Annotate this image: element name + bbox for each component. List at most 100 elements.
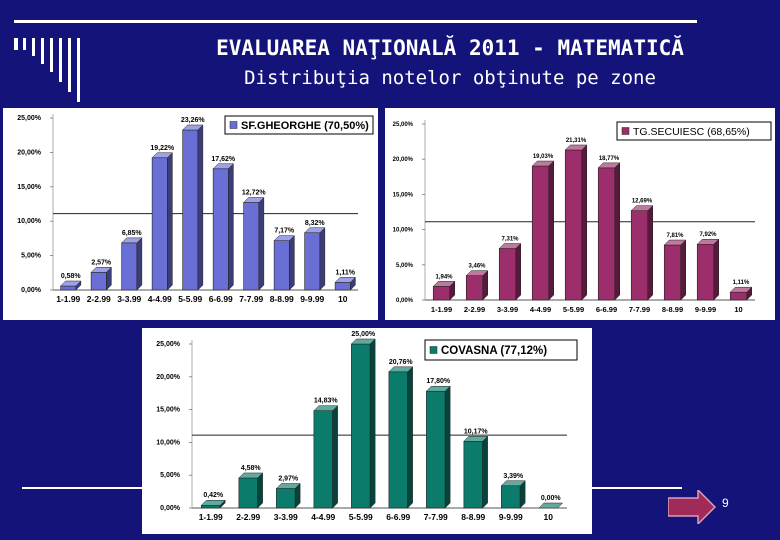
y-tick-label: 0,00% [21,287,42,294]
category-label: 1-1.99 [56,294,80,304]
data-label: 3,46% [468,264,486,270]
bar-front [663,244,682,301]
data-label: 25,00% [351,331,376,338]
data-label: 10,17% [464,428,489,435]
y-tick-label: 5,00% [396,263,414,269]
bar-front [243,202,260,291]
category-label: 10 [338,294,348,304]
category-label: 6-6.99 [209,294,233,304]
bar-front [182,129,199,291]
data-label: 7,92% [699,232,717,238]
bar-front [201,504,221,509]
chart-panel-tg-secuiesc: 0,00% 5,00% 10,00% 15,00% 20,00% 25,00% 1,94% 1… [385,108,775,320]
bar-front [334,282,351,291]
data-label: 21,31% [566,138,587,144]
category-label: 3-3.99 [274,512,298,522]
category-label: 8-8.99 [270,294,294,304]
category-label: 9-9.99 [695,305,716,314]
chart-tg-secuiesc: 0,00% 5,00% 10,00% 15,00% 20,00% 25,00% 1,94% 1… [393,120,772,314]
bar-side [680,239,686,301]
category-label: 10 [544,512,554,522]
y-tick-label: 25,00% [156,341,181,348]
bar-side [713,238,719,301]
data-label: 12,72% [242,189,267,196]
category-label: 6-6.99 [386,512,410,522]
data-label: 1,11% [733,280,750,286]
bar [498,242,522,301]
y-tick-label: 20,00% [156,374,181,381]
bar-top [630,205,654,211]
bar [273,235,295,291]
bar-top [243,197,265,203]
chart-panel-covasna: 0,00% 5,00% 10,00% 15,00% 20,00% 25,00% 0,42% 1… [142,328,592,534]
page-subtitle: Distribuţia notelor obţinute pe zone [244,67,656,89]
legend-swatch [229,121,238,129]
legend: COVASNA (77,12%) [424,339,578,361]
bar-top [500,480,526,487]
category-label: 9-9.99 [499,512,523,522]
bar-front [432,286,451,301]
bar-front [238,477,258,509]
bar-top [538,502,564,509]
next-arrow-icon[interactable] [668,490,716,524]
bar-top [238,472,264,479]
category-label: 4-4.99 [530,305,551,314]
category-label: 7-7.99 [424,512,448,522]
category-label: 2-2.99 [236,512,260,522]
category-label: 1-1.99 [431,305,452,314]
y-tick-label: 25,00% [17,115,42,122]
category-label: 2-2.99 [464,305,485,314]
bar-top [182,124,204,131]
category-label: 2-2.99 [87,294,111,304]
page-number: 9 [722,496,729,510]
bar-front [463,440,483,509]
y-tick-label: 15,00% [156,407,181,414]
data-label: 0,58% [61,273,82,280]
legend-label: COVASNA (77,12%) [441,345,547,357]
bar-front [212,168,229,291]
category-label: 1-1.99 [199,512,223,522]
bar [182,124,204,291]
top-rule [14,20,697,23]
bar-top [90,267,112,273]
data-label: 20,76% [389,359,414,366]
bar-front [276,488,296,509]
category-label: 4-4.99 [148,294,172,304]
legend-box [424,339,578,361]
bar-top [350,338,376,345]
data-label: 2,57% [91,259,112,266]
bar-front [273,240,290,291]
data-label: 12,69% [632,199,653,205]
y-tick-label: 5,00% [160,472,181,479]
data-label: 8,32% [305,220,326,227]
category-label: 9-9.99 [300,294,324,304]
bar-top [663,239,687,246]
category-label: 3-3.99 [117,294,141,304]
bar-side [548,160,554,301]
y-tick-label: 20,00% [393,157,414,163]
bar-top [313,405,339,411]
legend-label: SF.GHEORGHE (70,50%) [241,120,369,132]
bar-side [332,405,338,509]
legend-box [616,121,772,141]
bar-side [407,366,413,509]
bar-top [60,280,82,287]
bar-side [228,163,234,291]
chart-covasna: 0,00% 5,00% 10,00% 15,00% 20,00% 25,00% 0,42% 1… [156,331,578,522]
bar [463,435,489,509]
bar [238,472,264,509]
data-label: 3,39% [503,473,524,480]
category-label: 5-5.99 [563,305,584,314]
bar-top [388,366,414,373]
page-title: EVALUAREA NAŢIONALĂ 2011 - MATEMATICĂ [216,36,684,60]
bar [597,162,621,301]
bar-top [121,237,143,244]
bar [432,280,456,301]
data-label: 7,31% [501,237,519,243]
bar [212,163,234,291]
bar-front [151,157,168,291]
bar [564,144,588,301]
bar [465,270,489,301]
category-label: 10 [734,305,742,314]
y-tick-label: 10,00% [17,218,42,225]
